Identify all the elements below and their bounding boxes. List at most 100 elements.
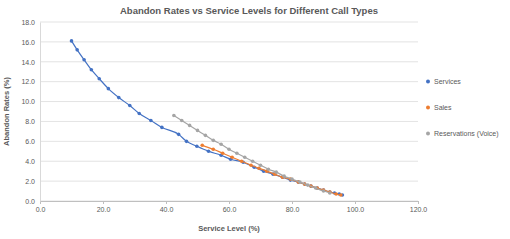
x-tick-label: 60.0 xyxy=(223,206,237,213)
x-tick-label: 40.0 xyxy=(160,206,174,213)
x-tick-mark xyxy=(166,201,167,204)
legend-label: Sales xyxy=(434,104,452,111)
y-tick-label: 6.0 xyxy=(25,138,35,145)
point xyxy=(282,174,286,178)
y-tick: 4.0 xyxy=(25,158,40,165)
point xyxy=(172,114,176,118)
y-tick-label: 14.0 xyxy=(21,59,35,66)
point xyxy=(204,134,208,138)
grid-line xyxy=(40,22,418,23)
point xyxy=(90,68,94,72)
y-tick: 18.0 xyxy=(21,19,40,26)
point xyxy=(322,188,326,192)
grid-line xyxy=(40,161,418,162)
x-tick-mark xyxy=(292,201,293,204)
y-tick-label: 10.0 xyxy=(21,98,35,105)
y-tick: 0.0 xyxy=(25,198,40,205)
x-tick: 120.0 xyxy=(410,201,428,213)
x-axis-line xyxy=(41,202,419,205)
point xyxy=(180,119,184,123)
point xyxy=(149,119,153,123)
grid-line xyxy=(40,41,418,42)
point xyxy=(207,149,211,153)
trend-line xyxy=(72,41,343,195)
point xyxy=(160,126,164,130)
point xyxy=(322,189,326,193)
x-tick-label: 20.0 xyxy=(97,206,111,213)
point xyxy=(249,163,253,167)
marks xyxy=(70,39,345,197)
point xyxy=(185,140,189,144)
point xyxy=(240,159,244,163)
y-tick: 2.0 xyxy=(25,178,40,185)
x-tick: 100.0 xyxy=(347,201,365,213)
legend-swatch xyxy=(426,106,430,110)
point xyxy=(267,167,271,171)
x-tick-mark xyxy=(229,201,230,204)
y-tick-label: 16.0 xyxy=(21,39,35,46)
point xyxy=(322,188,326,192)
point xyxy=(70,39,74,43)
point xyxy=(259,163,263,167)
x-tick-label: 80.0 xyxy=(286,206,300,213)
point xyxy=(339,193,343,197)
trend-line xyxy=(174,115,330,193)
grid-line xyxy=(40,81,418,82)
x-tick: 80.0 xyxy=(286,201,300,213)
y-axis: 0.0 2.0 4.0 6.0 8.0 10.0 12.0 14.0 16.0 18.0 xyxy=(21,19,40,205)
y-tick-label: 12.0 xyxy=(21,78,35,85)
point xyxy=(221,151,225,155)
point xyxy=(290,177,294,181)
x-tick: 20.0 xyxy=(97,201,111,213)
x-tick-label: 0.0 xyxy=(36,206,46,213)
grid-line xyxy=(40,61,418,62)
grid xyxy=(40,22,418,201)
point xyxy=(211,139,215,143)
point xyxy=(177,133,181,137)
legend-label: Reservations (Voice) xyxy=(434,130,499,138)
y-tick: 8.0 xyxy=(25,118,40,125)
point xyxy=(314,186,318,190)
title: Abandon Rates vs Service Levels for Diff… xyxy=(120,5,378,16)
point xyxy=(306,183,310,187)
point xyxy=(107,87,111,91)
point xyxy=(230,155,234,159)
point xyxy=(235,151,239,155)
x-tick-mark xyxy=(103,201,104,204)
y-tick-label: 18.0 xyxy=(21,19,35,26)
point xyxy=(243,155,247,159)
point xyxy=(251,159,255,163)
point xyxy=(328,190,332,194)
x-tick: 40.0 xyxy=(160,201,174,213)
point xyxy=(196,129,200,133)
point xyxy=(188,124,192,128)
point xyxy=(211,147,215,151)
legend-swatch xyxy=(426,132,430,136)
point xyxy=(200,144,204,148)
point xyxy=(97,77,101,81)
y-tick-label: 0.0 xyxy=(25,198,35,205)
grid-line xyxy=(40,141,418,142)
x-tick-label: 100.0 xyxy=(347,206,365,213)
y-tick-label: 8.0 xyxy=(25,118,35,125)
y-tick-label: 4.0 xyxy=(25,158,35,165)
x-tick: 0.0 xyxy=(36,201,46,213)
point xyxy=(137,112,141,116)
y-tick: 10.0 xyxy=(21,98,40,105)
point xyxy=(328,191,332,195)
point xyxy=(75,48,79,52)
legend-swatch xyxy=(426,80,430,84)
grid-line xyxy=(40,101,418,102)
point xyxy=(117,96,121,100)
point xyxy=(128,104,132,108)
point xyxy=(328,190,332,194)
x-tick-mark xyxy=(418,201,419,204)
x-axis: 0.0 20.0 40.0 60.0 80.0 100.0 120.0 xyxy=(36,201,428,213)
x-tick-mark xyxy=(355,201,356,204)
grid-line xyxy=(40,181,418,182)
grid-line xyxy=(40,121,418,122)
legend-label: Services xyxy=(434,78,461,85)
x-tick: 60.0 xyxy=(223,201,237,213)
point xyxy=(334,192,338,196)
y-tick: 12.0 xyxy=(21,78,40,85)
